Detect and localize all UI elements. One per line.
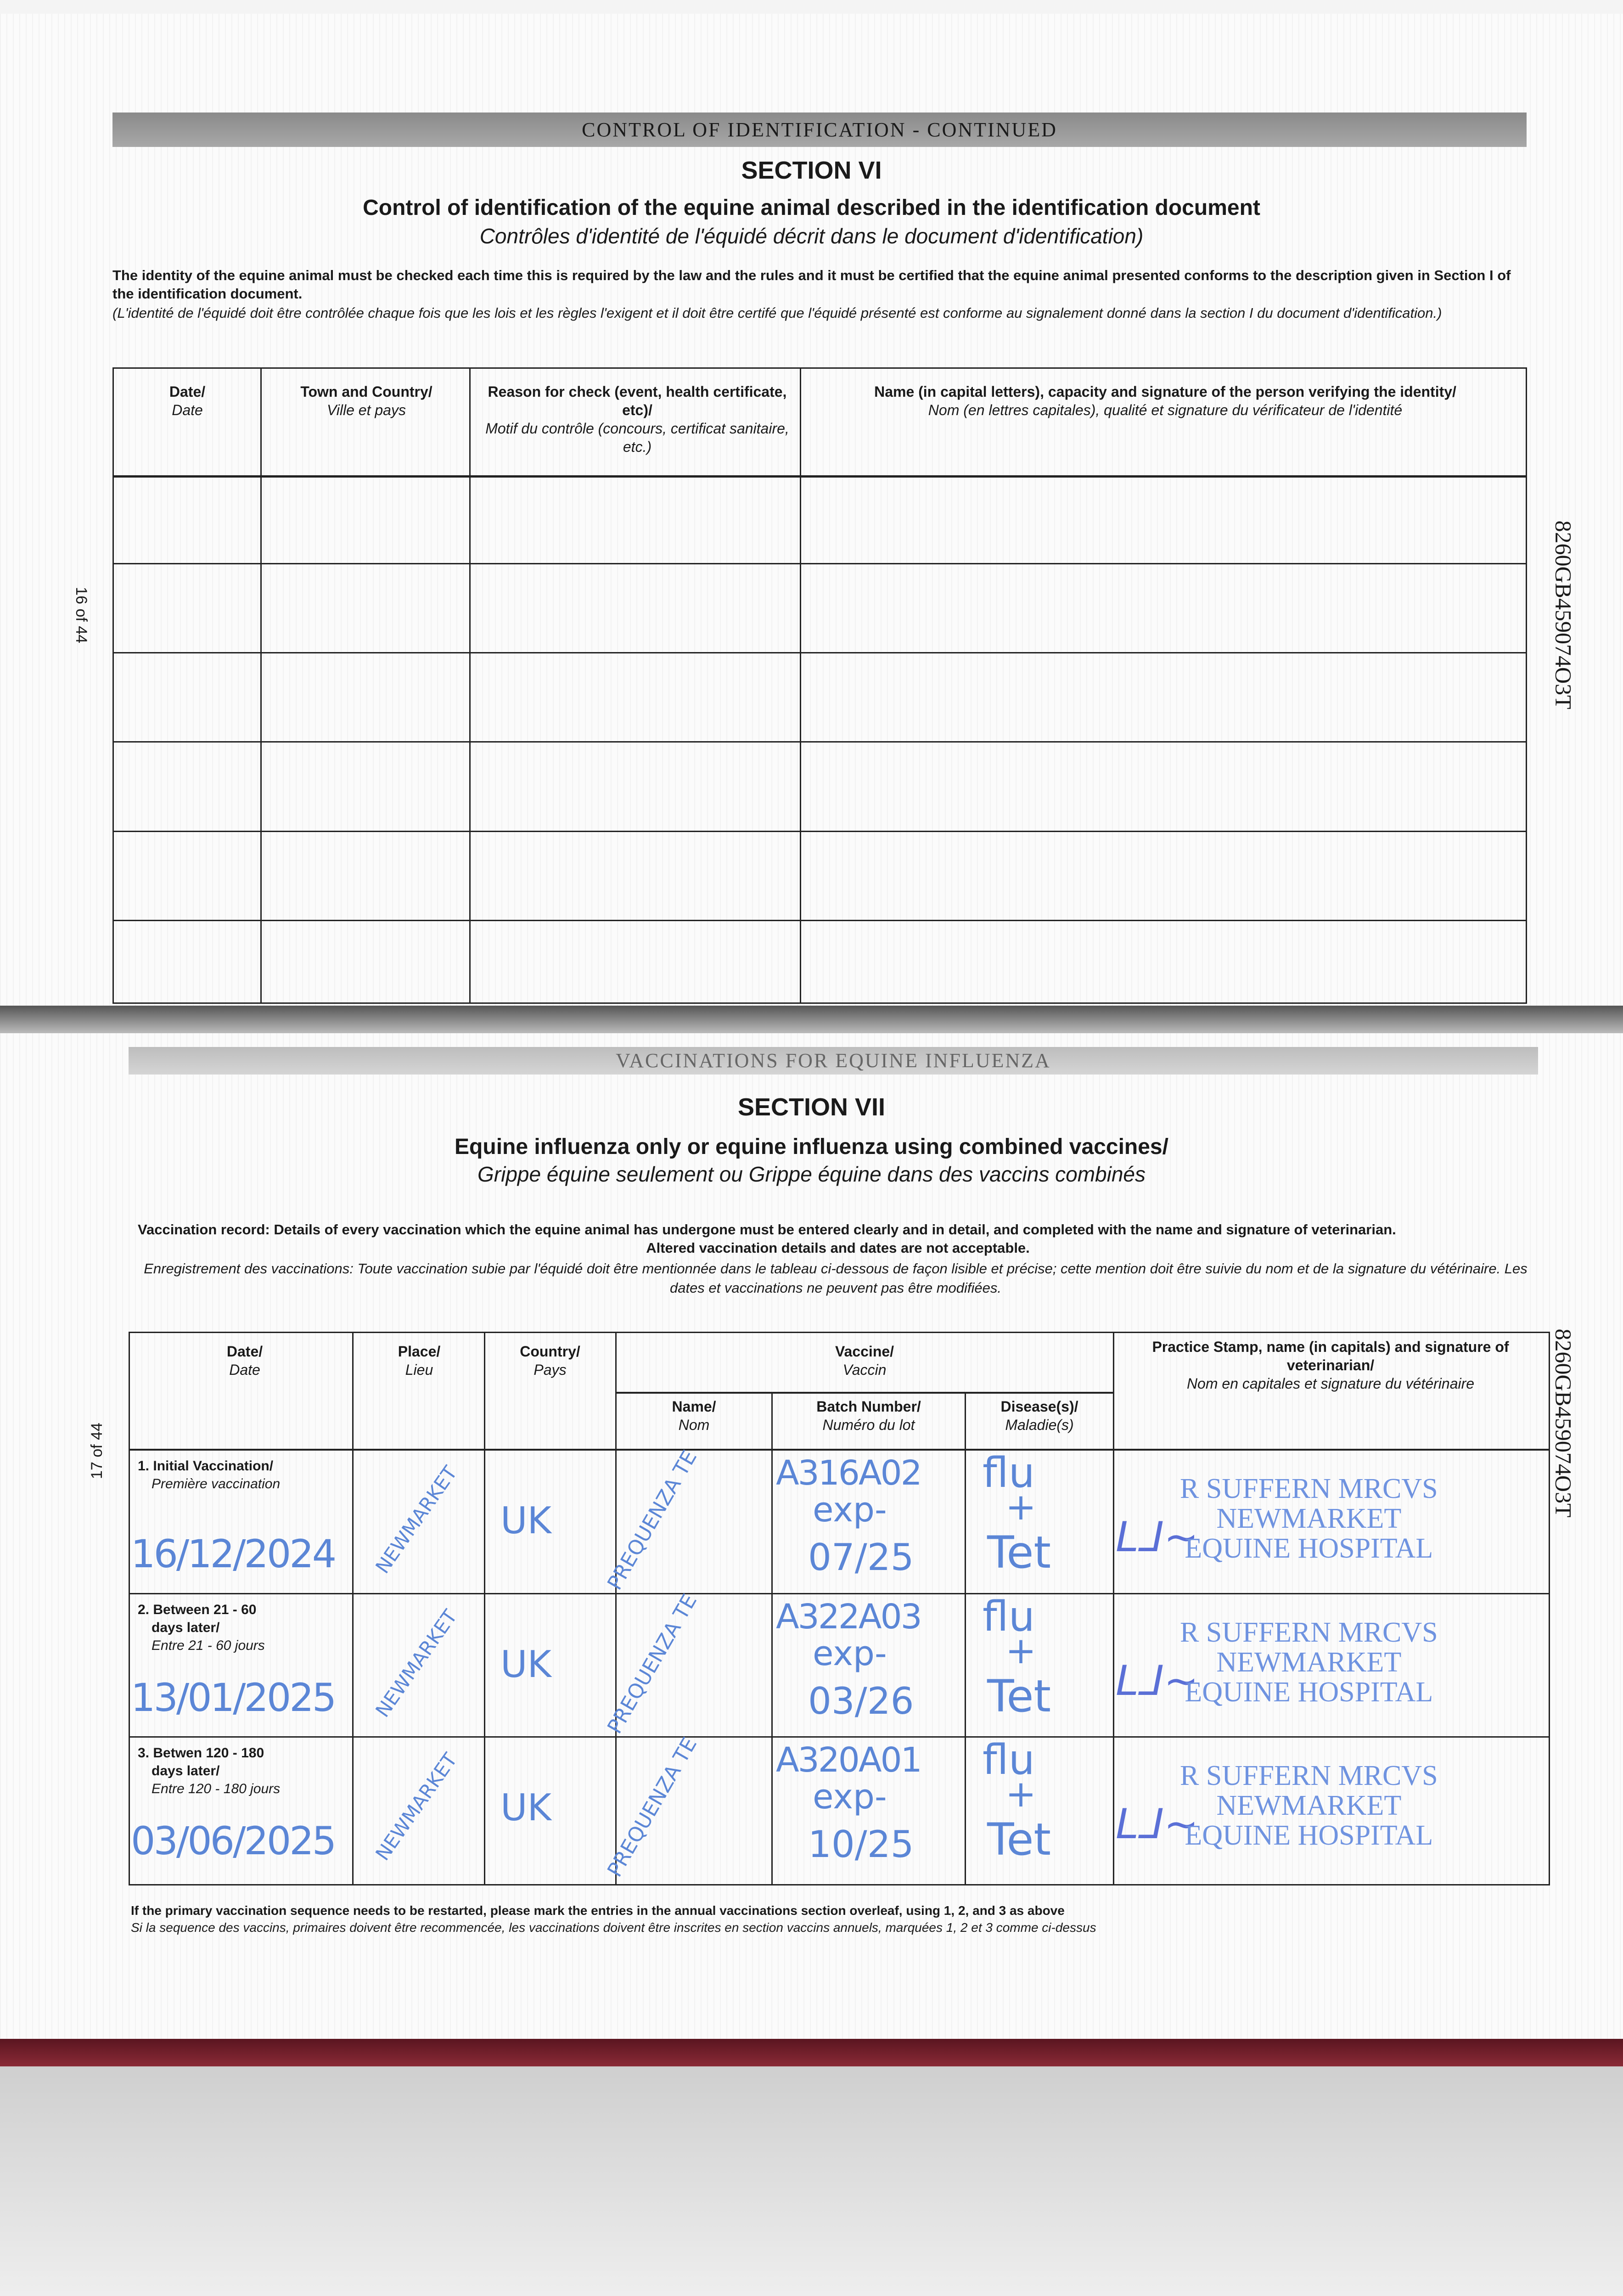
section-7-title: Equine influenza only or equine influenz… xyxy=(455,1135,1168,1159)
vet-signature: ᒪᒧ~ xyxy=(1116,1513,1199,1561)
disease-plus: + xyxy=(1005,1629,1037,1672)
col-date: Date/Date xyxy=(226,1343,263,1378)
batch-number: A320A01 xyxy=(776,1740,922,1780)
passport-cover-edge xyxy=(0,2039,1623,2066)
section-6-subtitle: Contrôles d'identité de l'équidé décrit … xyxy=(479,224,1144,248)
disease-flu: flu xyxy=(983,1736,1035,1784)
vaccination-date: 03/06/2025 xyxy=(131,1818,337,1863)
vaccination-place: NEWMARKET xyxy=(371,1462,462,1578)
batch-expiry-date: 03/26 xyxy=(808,1680,914,1722)
vaccination-record-fr: Enregistrement des vaccinations: Toute v… xyxy=(144,1261,1528,1296)
disease-plus: + xyxy=(1005,1486,1037,1528)
col-place: Place/Lieu xyxy=(398,1343,441,1378)
vaccination-row: 3. Betwen 120 - 180 days later/Entre 120 … xyxy=(0,1733,1623,1881)
vaccination-place: NEWMARKET xyxy=(371,1749,462,1865)
practice-stamp: R SUFFERN MRCVS NEWMARKET EQUINE HOSPITAL xyxy=(1180,1617,1438,1708)
section-6-band: CONTROL OF IDENTIFICATION - CONTINUED xyxy=(112,113,1527,147)
col-town-country: Town and Country/Ville et pays xyxy=(300,383,432,418)
col-country: Country/Pays xyxy=(520,1343,580,1378)
vaccination-country: UK xyxy=(500,1643,552,1686)
vet-signature: ᒪᒧ~ xyxy=(1116,1800,1199,1848)
disease-flu: flu xyxy=(983,1449,1035,1497)
col-vaccine-name: Name/Nom xyxy=(672,1398,716,1433)
document-id: 8260GB459074O3T xyxy=(1550,1328,1577,1518)
practice-stamp: R SUFFERN MRCVS NEWMARKET EQUINE HOSPITAL xyxy=(1180,1760,1438,1851)
batch-number: A322A03 xyxy=(776,1597,922,1637)
vaccination-country: UK xyxy=(500,1499,552,1542)
col-practice-stamp: Practice Stamp, name (in capitals) and s… xyxy=(1152,1339,1509,1392)
vaccination-record-altered: Altered vaccination details and dates ar… xyxy=(646,1240,1030,1256)
col-vaccine: Vaccine/Vaccin xyxy=(835,1343,894,1378)
vaccination-country: UK xyxy=(500,1786,552,1829)
section-6-title: Control of identification of the equine … xyxy=(363,196,1260,220)
vaccination-row: 2. Between 21 - 60 days later/Entre 21 - … xyxy=(0,1590,1623,1738)
page-section-6: CONTROL OF IDENTIFICATION - CONTINUED SE… xyxy=(0,14,1623,1006)
section-6-instructions-fr: (L'identité de l'équidé doit être contrô… xyxy=(112,305,1442,321)
batch-expiry-date: 10/25 xyxy=(808,1823,914,1866)
vaccination-date: 16/12/2024 xyxy=(131,1531,337,1576)
disease-plus: + xyxy=(1005,1773,1037,1815)
disease-tet: Tet xyxy=(987,1671,1051,1722)
vaccination-place: NEWMARKET xyxy=(371,1605,462,1722)
page-number: 17 of 44 xyxy=(88,1423,106,1479)
vaccination-table: Date/Date Place/Lieu Country/Pays Vaccin… xyxy=(129,1332,1550,1885)
col-batch-number: Batch Number/Numéro du lot xyxy=(816,1398,921,1433)
col-verifier: Name (in capital letters), capacity and … xyxy=(874,383,1456,418)
footnote-fr: Si la sequence des vaccins, primaires do… xyxy=(131,1920,1096,1935)
row-label: 2. Between 21 - 60 days later/Entre 21 - … xyxy=(138,1602,265,1653)
col-reason: Reason for check (event, health certific… xyxy=(485,383,789,455)
batch-expiry-label: exp- xyxy=(813,1490,887,1530)
practice-stamp: R SUFFERN MRCVS NEWMARKET EQUINE HOSPITAL xyxy=(1180,1473,1438,1564)
document-id: 8260GB459074O3T xyxy=(1550,520,1577,709)
disease-tet: Tet xyxy=(987,1527,1051,1578)
row-label: 3. Betwen 120 - 180 days later/Entre 120 … xyxy=(138,1745,281,1796)
scan-background xyxy=(0,2066,1623,2296)
vaccination-date: 13/01/2025 xyxy=(131,1675,337,1720)
section-7-heading: SECTION VII xyxy=(737,1093,886,1121)
disease-flu: flu xyxy=(983,1593,1035,1641)
disease-tet: Tet xyxy=(987,1814,1051,1865)
batch-expiry-label: exp- xyxy=(813,1777,887,1817)
col-disease: Disease(s)/Maladie(s) xyxy=(1000,1398,1078,1433)
row-label: 1. Initial Vaccination/Première vaccinat… xyxy=(138,1458,281,1491)
vaccination-row: 1. Initial Vaccination/Première vaccinat… xyxy=(0,1446,1623,1594)
page-section-7: VACCINATIONS FOR EQUINE INFLUENZA SECTIO… xyxy=(0,1033,1623,2039)
section-7-subtitle: Grippe équine seulement ou Grippe équine… xyxy=(477,1162,1146,1186)
footnote-en: If the primary vaccination sequence need… xyxy=(131,1903,1065,1918)
vet-signature: ᒪᒧ~ xyxy=(1116,1657,1199,1705)
vaccine-name: PREQUENZA TE xyxy=(603,1733,702,1881)
section-7-band: VACCINATIONS FOR EQUINE INFLUENZA xyxy=(129,1047,1538,1075)
vaccine-name: PREQUENZA TE xyxy=(603,1590,702,1738)
batch-number: A316A02 xyxy=(776,1453,922,1493)
identity-check-table: Date/Date Town and Country/Ville et pays… xyxy=(112,367,1527,1004)
section-6-instructions-en: The identity of the equine animal must b… xyxy=(112,267,1511,302)
col-date: Date/Date xyxy=(169,383,206,418)
batch-expiry-date: 07/25 xyxy=(808,1536,914,1579)
page-gutter xyxy=(0,1006,1623,1033)
batch-expiry-label: exp- xyxy=(813,1634,887,1673)
vaccine-name: PREQUENZA TE xyxy=(603,1446,702,1594)
vaccination-record-en: Vaccination record: Details of every vac… xyxy=(138,1221,1396,1238)
page-number: 16 of 44 xyxy=(72,587,90,643)
section-6-heading: SECTION VI xyxy=(741,157,882,184)
